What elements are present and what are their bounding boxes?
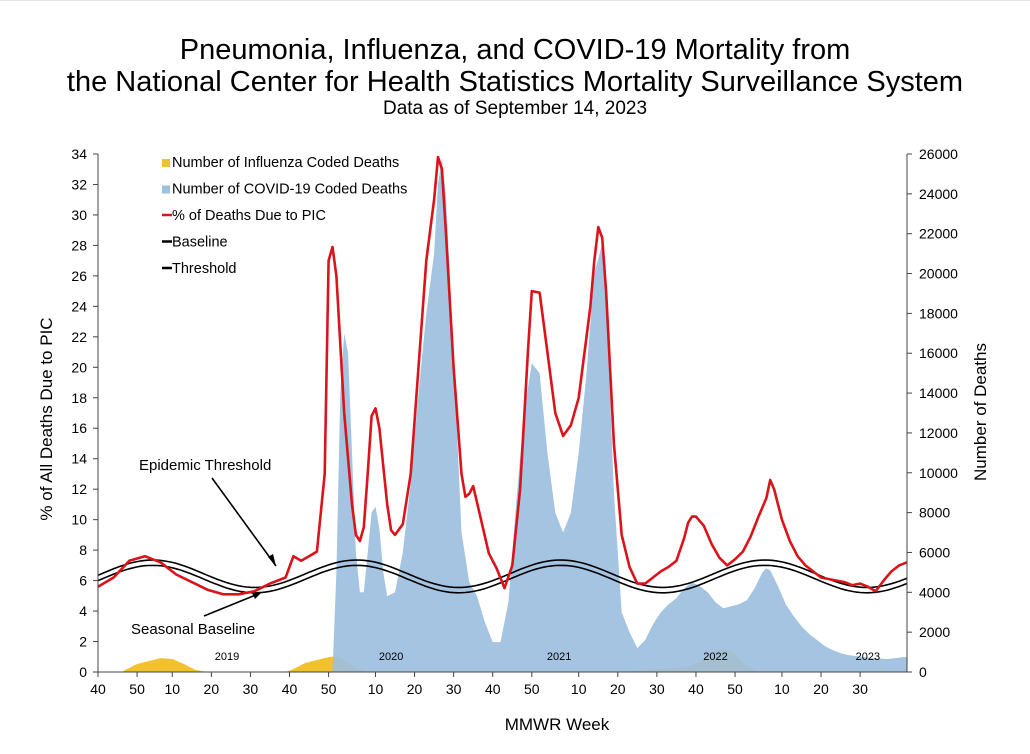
y-right-tick-label: 24000 [919,186,958,202]
y-axis-right-label: Number of Deaths [971,343,990,481]
y-right-tick-label: 10000 [919,465,958,481]
y-left-tick-label: 28 [71,237,87,253]
y-left-tick-label: 34 [71,146,87,162]
year-label: 2020 [379,651,403,663]
y-left-tick-label: 12 [71,481,87,497]
x-tick-label: 50 [727,681,743,697]
x-tick-label: 40 [282,681,298,697]
x-tick-label: 30 [243,681,259,697]
x-tick-label: 50 [321,681,337,697]
y-right-tick-label: 26000 [919,146,958,162]
annotations: Epidemic Threshold Seasonal Baseline [131,457,277,638]
year-label: 2021 [547,651,571,663]
chart-subtitle: Data as of September 14, 2023 [382,98,648,119]
legend-label: Number of COVID-19 Coded Deaths [172,182,407,198]
x-tick-label: 20 [204,681,220,697]
pic-percentage-line [97,155,908,596]
chart-title: Pneumonia, Influenza, and COVID-19 Morta… [179,34,851,66]
y-axis-left-label: % of All Deaths Due to PIC [37,317,56,520]
y-right-tick-label: 2000 [919,624,950,640]
legend-label: % of Deaths Due to PIC [172,208,326,224]
threshold-arrow-head [268,554,276,566]
y-left-tick-label: 30 [71,207,87,223]
y-left-tick-label: 18 [71,390,87,406]
x-tick-label: 30 [649,681,665,697]
y-right-tick-label: 18000 [919,305,958,321]
x-tick-label: 30 [446,681,462,697]
axes [97,154,908,673]
y-left-tick-label: 14 [71,451,87,467]
legend-swatch [162,185,170,194]
y-left-tick-label: 6 [79,573,87,589]
y-left-tick-label: 20 [71,359,87,375]
y-left-tick-label: 8 [79,542,87,558]
baseline-threshold-lines [97,559,908,594]
y-right-tick-label: 14000 [919,385,958,401]
legend-swatch [162,159,170,167]
pic-percentage-series [97,155,908,596]
epidemic-threshold-annotation: Epidemic Threshold [139,457,271,474]
y-left-tick-label: 32 [71,176,87,192]
x-tick-label: 10 [368,681,384,697]
y-left-tick-label: 24 [71,298,87,314]
x-tick-label: 20 [610,681,626,697]
baseline-arrow-head [252,592,262,599]
seasonal-baseline-line [97,564,908,594]
x-tick-label: 30 [852,681,868,697]
y-left-tick-label: 26 [71,268,87,284]
y-right-tick-label: 8000 [919,505,950,521]
y-left-tick-label: 10 [71,512,87,528]
chart-title-line-2: the National Center for Health Statistic… [66,66,964,98]
threshold-arrow [211,477,277,567]
y-left-tick-label: 4 [79,603,87,619]
legend-label: Baseline [172,235,228,251]
x-tick-label: 50 [129,681,145,697]
year-label: 2022 [703,651,727,663]
x-axis-label: MMWR Week [505,715,610,734]
y-left-tick-label: 2 [79,634,87,650]
y-right-tick-label: 12000 [919,425,958,441]
x-tick-label: 20 [813,681,829,697]
baseline-arrow [203,593,259,617]
x-tick-label: 40 [90,681,106,697]
x-tick-label: 10 [774,681,790,697]
legend-label: Number of Influenza Coded Deaths [172,155,399,171]
x-tick-label: 50 [524,681,540,697]
x-tick-label: 20 [407,681,423,697]
y-left-tick-label: 22 [71,329,87,345]
y-right-tick-label: 0 [919,664,927,680]
epidemic-threshold-line [97,559,908,589]
year-label: 2019 [215,651,239,663]
y-left-tick-label: 0 [79,664,87,680]
y-right-tick-label: 22000 [919,226,958,242]
y-right-tick-label: 16000 [919,345,958,361]
legend: Number of Influenza Coded Deaths Number o… [162,155,407,277]
y-right-tick-label: 4000 [919,584,950,600]
y-right-tick-label: 6000 [919,544,950,560]
axis-ticks: 0246810121416182022242628303234020004000… [71,146,958,697]
year-label: 2023 [856,651,880,663]
legend-label: Threshold [172,261,236,277]
x-tick-label: 10 [571,681,587,697]
x-tick-label: 10 [164,681,180,697]
x-tick-label: 40 [485,681,501,697]
seasonal-baseline-annotation: Seasonal Baseline [131,621,255,638]
y-right-tick-label: 20000 [919,266,958,282]
y-left-tick-label: 16 [71,420,87,436]
x-tick-label: 40 [688,681,704,697]
